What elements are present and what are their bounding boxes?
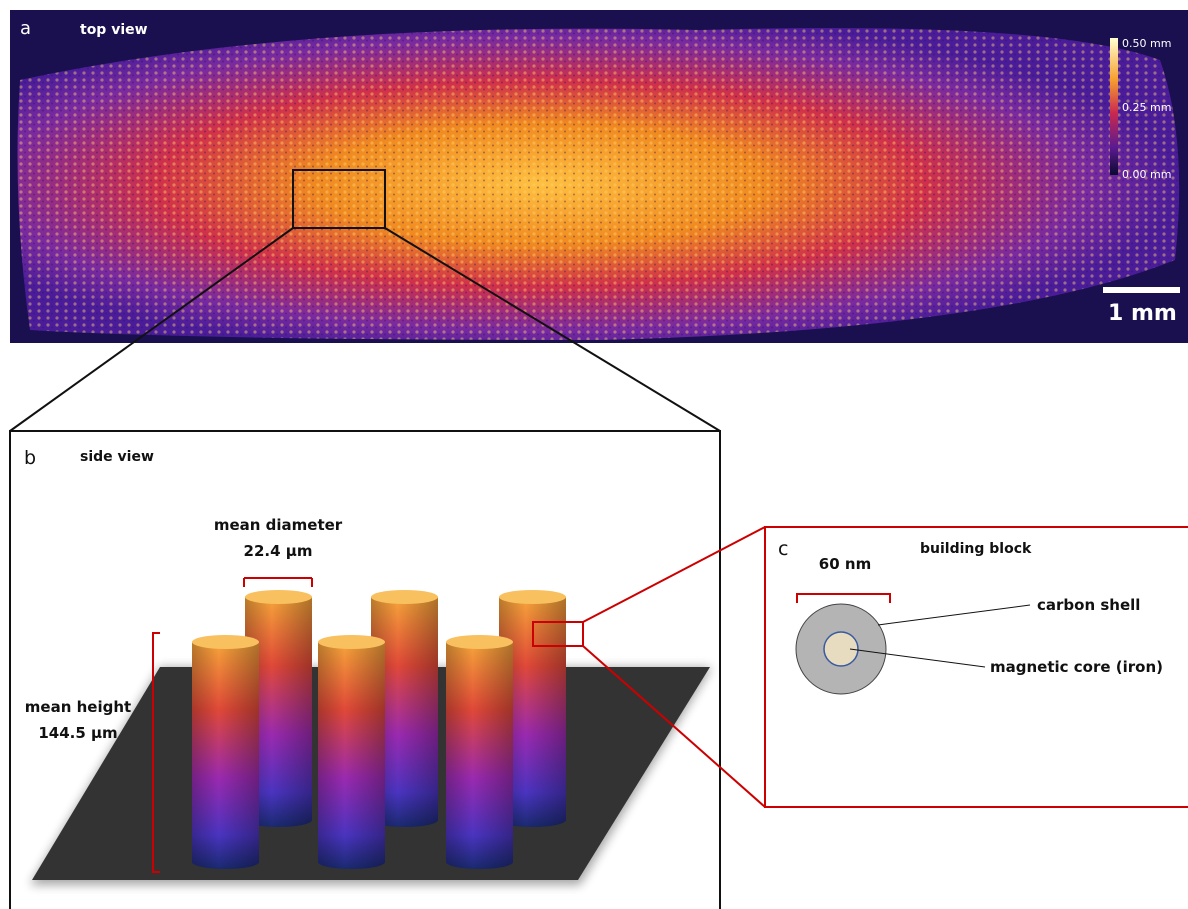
size-label: 60 nm	[819, 555, 871, 573]
pillar-shade	[192, 642, 259, 869]
pillar-shade	[446, 642, 513, 869]
core-label: magnetic core (iron)	[990, 658, 1163, 676]
pillar-top	[318, 635, 385, 649]
pillars	[192, 590, 566, 869]
scale-bar	[1103, 287, 1180, 293]
colorbar-label: 0.25 mm	[1122, 101, 1171, 114]
colorbar-label: 0.50 mm	[1122, 37, 1171, 50]
pillar-top	[245, 590, 312, 604]
panel-letter: a	[20, 18, 31, 39]
panel-title: top view	[80, 22, 148, 38]
height-value: 144.5 µm	[38, 724, 117, 742]
colorbar	[1110, 38, 1118, 175]
colorbar-label: 0.00 mm	[1122, 168, 1171, 181]
pillar-shade	[318, 642, 385, 869]
panel-title: side view	[80, 449, 154, 465]
pillar-top	[446, 635, 513, 649]
figure: a top view 0.50 mm 0.25 mm 0.00 mm 1 mm …	[0, 0, 1188, 909]
panel-letter: c	[778, 538, 788, 560]
panel-letter: b	[24, 447, 36, 469]
pillar-top	[192, 635, 259, 649]
height-label: mean height	[25, 698, 131, 716]
pillar-top	[499, 590, 566, 604]
heatmap-texture	[18, 28, 1180, 340]
diameter-label: mean diameter	[214, 516, 343, 534]
pillar-top	[371, 590, 438, 604]
diameter-value: 22.4 µm	[244, 542, 313, 560]
scale-bar-label: 1 mm	[1108, 301, 1177, 326]
shell-label: carbon shell	[1037, 596, 1140, 614]
panel-title: building block	[920, 541, 1032, 557]
